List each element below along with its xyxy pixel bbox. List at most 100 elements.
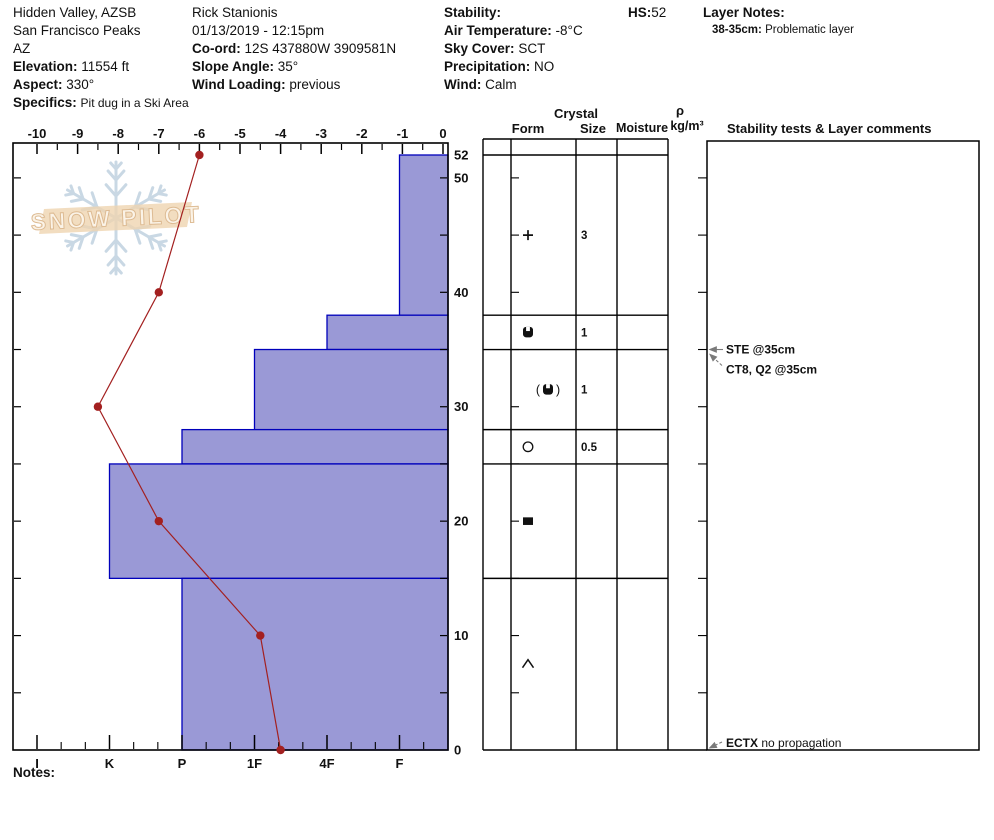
temp-tick-label: -10 [28, 126, 47, 141]
temperature-point [195, 150, 204, 160]
snowflake-branch [156, 241, 163, 252]
slope-angle-row: Slope Angle: 35° [192, 58, 298, 75]
hardness-tick-label: 1F [247, 756, 262, 771]
hs-label: HS: [628, 5, 652, 20]
snowflake-branch [90, 191, 99, 209]
depth-axis: 52 50 40 30 20 10 0 [14, 148, 468, 758]
precipitation-value: NO [534, 59, 555, 74]
stability-test-label: CT8, Q2 @35cm [726, 363, 817, 377]
aspect-row: Aspect: 330° [13, 76, 94, 93]
temp-tick-label: -9 [72, 126, 84, 141]
stability-row: Stability: [444, 4, 501, 21]
stability-label: Stability: [444, 5, 502, 20]
crystal-size-value: 0.5 [581, 442, 598, 454]
precipitation-label: Precipitation: [444, 59, 531, 74]
temp-tick-label: -7 [153, 126, 165, 141]
snowflake-branch [106, 169, 118, 182]
layer-note-range: 38-35cm: [712, 24, 762, 36]
observation-datetime: 01/13/2019 - 12:15pm [192, 23, 325, 38]
layer-note: 38-35cm: Problematic layer [712, 24, 854, 36]
specifics-label: Specifics: [13, 95, 77, 110]
crystal-form-cup-icon [523, 326, 533, 338]
depth-tick-label: 10 [454, 628, 468, 643]
annotation-arrowhead [708, 346, 717, 353]
coord-row: Co-ord: 12S 437880W 3909581N [192, 40, 396, 57]
aspect-value: 330° [66, 77, 95, 92]
crystal-form-circle-icon [522, 441, 534, 453]
annotation-arrowhead [709, 353, 718, 362]
snowpilot-watermark: SNOW PILOT [30, 160, 202, 276]
hardness-bar-layer-28-25 [181, 428, 449, 465]
elevation-value: 11554 ft [81, 59, 130, 74]
temperature-point [154, 516, 163, 526]
sky-cover-row: Sky Cover: SCT [444, 40, 545, 57]
crystal-size-value: 3 [581, 230, 587, 242]
temperature-profile [93, 150, 285, 755]
snowflake-icon [64, 160, 168, 276]
wind-label: Wind: [444, 77, 482, 92]
snowflake-branch [109, 265, 118, 275]
watermark-text: SNOW PILOT [30, 201, 202, 235]
hardness-bar-layer-38-35 [326, 314, 449, 351]
temp-tick-label: -6 [194, 126, 206, 141]
hardness-bar-layer-25-15 [108, 463, 449, 580]
hardness-tick-label: P [178, 756, 187, 771]
snowflake-branch [147, 235, 155, 250]
snowflake-branch [156, 192, 168, 197]
temp-tick-label: 0 [439, 126, 446, 141]
stability-tests-box [706, 140, 980, 751]
depth-tick-label: 52 [454, 148, 468, 163]
density-units-header: kg/m³ [670, 119, 704, 133]
snowflake-branch [69, 184, 76, 195]
snowflake-branch [69, 233, 85, 239]
temp-tick-label: -8 [112, 126, 124, 141]
precipitation-row: Precipitation: NO [444, 58, 554, 75]
sky-cover-value: SCT [518, 41, 546, 56]
temperature-point [93, 402, 103, 411]
snowflake-branch [133, 191, 142, 209]
density-symbol-header: ρ [675, 103, 685, 118]
chart-border [12, 142, 449, 751]
sky-cover-label: Sky Cover: [444, 41, 515, 56]
crystal-symbols: 3 1 () 1 0.5 [521, 230, 598, 669]
crystal-size-value: 1 [581, 385, 588, 397]
crystal-form-cup-parens-icon: () [536, 383, 560, 397]
temp-tick-label: -5 [234, 126, 246, 141]
air-temp-label: Air Temperature: [444, 23, 552, 38]
hs-value: 52 [651, 5, 667, 20]
annotation-arrow-line [712, 741, 723, 747]
stability-test-label: STE @35cm [726, 343, 795, 357]
air-temp-value: -8°C [555, 23, 583, 38]
wind-row: Wind: Calm [444, 76, 517, 93]
snowflake-branch [104, 183, 118, 198]
depth-tick-label: 20 [454, 514, 468, 529]
form-column-header: Form [511, 121, 545, 136]
elevation-row: Elevation: 11554 ft [13, 58, 129, 75]
slope-angle-label: Slope Angle: [192, 59, 275, 74]
snowflake-branch [147, 197, 163, 203]
wind-value: Calm [485, 77, 517, 92]
paren-open: ( [536, 383, 541, 397]
site-state: AZ [13, 41, 31, 56]
temperature-line [97, 154, 282, 751]
snowflake-branch [64, 239, 76, 244]
hardness-bar-layer-52-38 [398, 154, 449, 316]
site-range: San Francisco Peaks [13, 23, 141, 38]
crystal-form-plus-icon [523, 230, 533, 241]
annotation-arrowhead [708, 741, 718, 749]
snowflake-branch [69, 197, 85, 203]
hardness-tick-label: K [105, 756, 115, 771]
wind-loading-row: Wind Loading: previous [192, 76, 340, 93]
snowflake-branch [114, 254, 126, 267]
temp-tick-label: -4 [275, 126, 287, 141]
hardness-tick-label: 4F [319, 756, 334, 771]
layer-notes-label: Layer Notes: [703, 5, 785, 20]
snowflake-branch [106, 254, 118, 267]
crystal-form-caret-icon [521, 658, 535, 669]
temperature-point [154, 288, 163, 297]
snowflake-branch [147, 233, 163, 239]
depth-tick-label: 50 [454, 170, 468, 185]
temperature-point [276, 745, 285, 755]
